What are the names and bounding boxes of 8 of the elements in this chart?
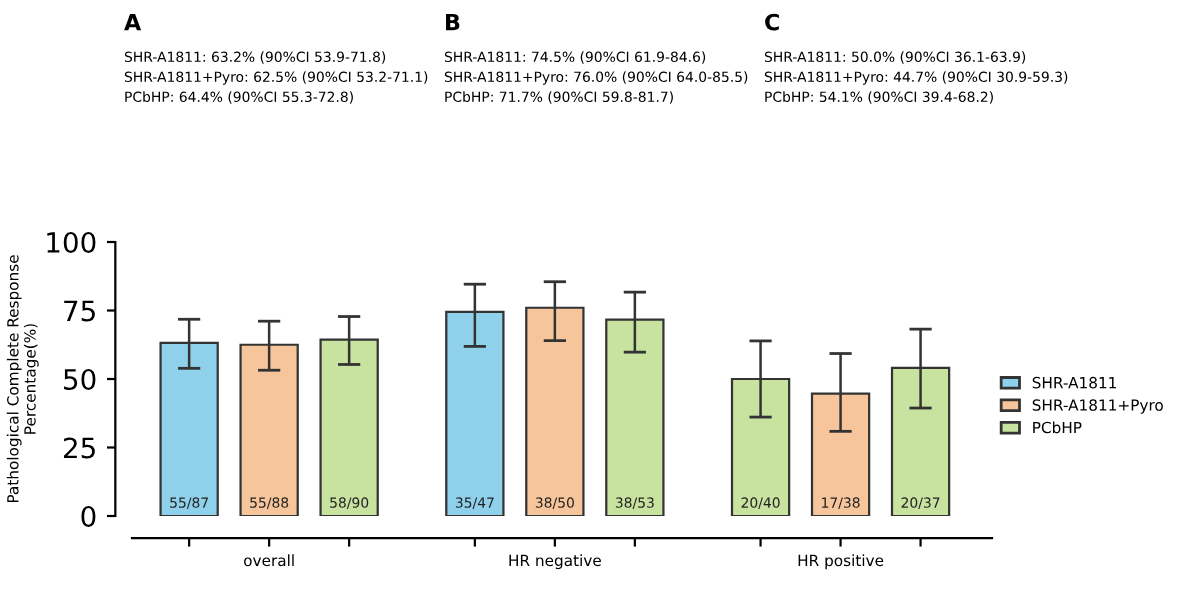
y-tick-label: 75 bbox=[64, 300, 95, 322]
y-tick-label: 100 bbox=[47, 231, 96, 253]
y-tick-label: 0 bbox=[81, 505, 96, 527]
text: B bbox=[446, 13, 460, 31]
text: C bbox=[765, 13, 779, 31]
y-tick-label: 50 bbox=[64, 368, 96, 390]
text: A bbox=[124, 13, 142, 31]
y-tick-label: 25 bbox=[63, 437, 95, 459]
